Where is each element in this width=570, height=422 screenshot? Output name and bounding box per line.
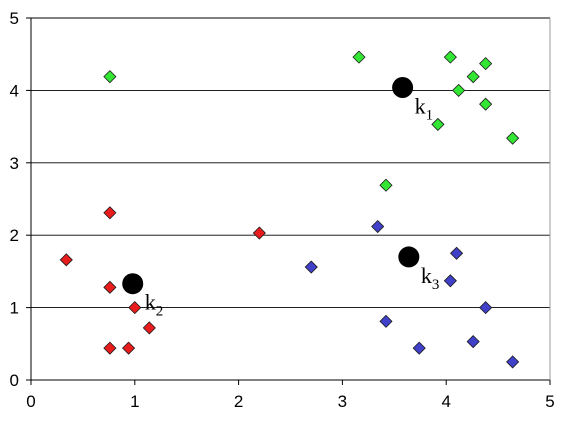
y-tick-label-5: 5 <box>10 9 19 28</box>
axes <box>30 18 551 381</box>
point-series-2-7 <box>466 335 480 349</box>
centroid-marker-2 <box>398 246 420 268</box>
point-series-0-9 <box>379 178 393 192</box>
centroid-label-0: k1 <box>415 94 434 124</box>
y-tick-label-2: 2 <box>10 226 19 245</box>
point-series-0-5 <box>452 83 466 97</box>
point-series-0-7 <box>431 117 445 131</box>
x-tick-label-5: 5 <box>545 392 554 411</box>
centroid-marker-0 <box>392 77 414 99</box>
point-series-0-1 <box>352 50 366 64</box>
point-series-2-0 <box>371 219 385 234</box>
x-tick-label-3: 3 <box>338 392 347 411</box>
x-tick-label-2: 2 <box>234 392 243 411</box>
point-series-1-5 <box>142 321 156 335</box>
point-series-0-2 <box>443 50 457 64</box>
data-points <box>59 50 520 369</box>
point-series-1-0 <box>103 206 117 220</box>
y-tick-label-4: 4 <box>10 81 19 100</box>
point-series-1-3 <box>103 280 117 294</box>
point-series-0-6 <box>479 97 493 111</box>
point-series-0-3 <box>479 57 493 71</box>
point-series-2-2 <box>450 246 464 260</box>
y-tick-label-3: 3 <box>10 154 19 173</box>
y-tick-label-1: 1 <box>10 299 19 318</box>
point-series-0-0 <box>103 70 117 84</box>
point-series-1-4 <box>128 301 142 315</box>
point-series-2-5 <box>379 314 393 328</box>
point-series-0-4 <box>466 70 480 84</box>
point-series-2-3 <box>443 274 457 288</box>
centroid-label-2: k3 <box>421 263 440 293</box>
centroid-marker-1 <box>122 273 144 295</box>
point-series-2-8 <box>506 355 520 369</box>
point-series-2-6 <box>412 341 426 355</box>
tick-labels: 0 1 2 3 4 5 0 1 2 3 4 5 <box>10 9 555 411</box>
point-series-1-7 <box>122 341 136 355</box>
point-series-2-4 <box>479 301 493 315</box>
grid-lines <box>31 17 550 309</box>
point-series-1-6 <box>103 341 117 355</box>
x-tick-label-0: 0 <box>26 392 35 411</box>
x-tick-label-4: 4 <box>441 392 450 411</box>
y-tick-label-0: 0 <box>10 371 19 390</box>
point-series-0-8 <box>506 131 520 145</box>
point-series-1-2 <box>59 253 73 267</box>
centroids: k1 k2 k3 <box>122 77 439 320</box>
point-series-2-1 <box>304 260 318 274</box>
centroid-label-1: k2 <box>145 290 164 320</box>
point-series-1-1 <box>252 226 266 240</box>
x-tick-label-1: 1 <box>130 392 139 411</box>
